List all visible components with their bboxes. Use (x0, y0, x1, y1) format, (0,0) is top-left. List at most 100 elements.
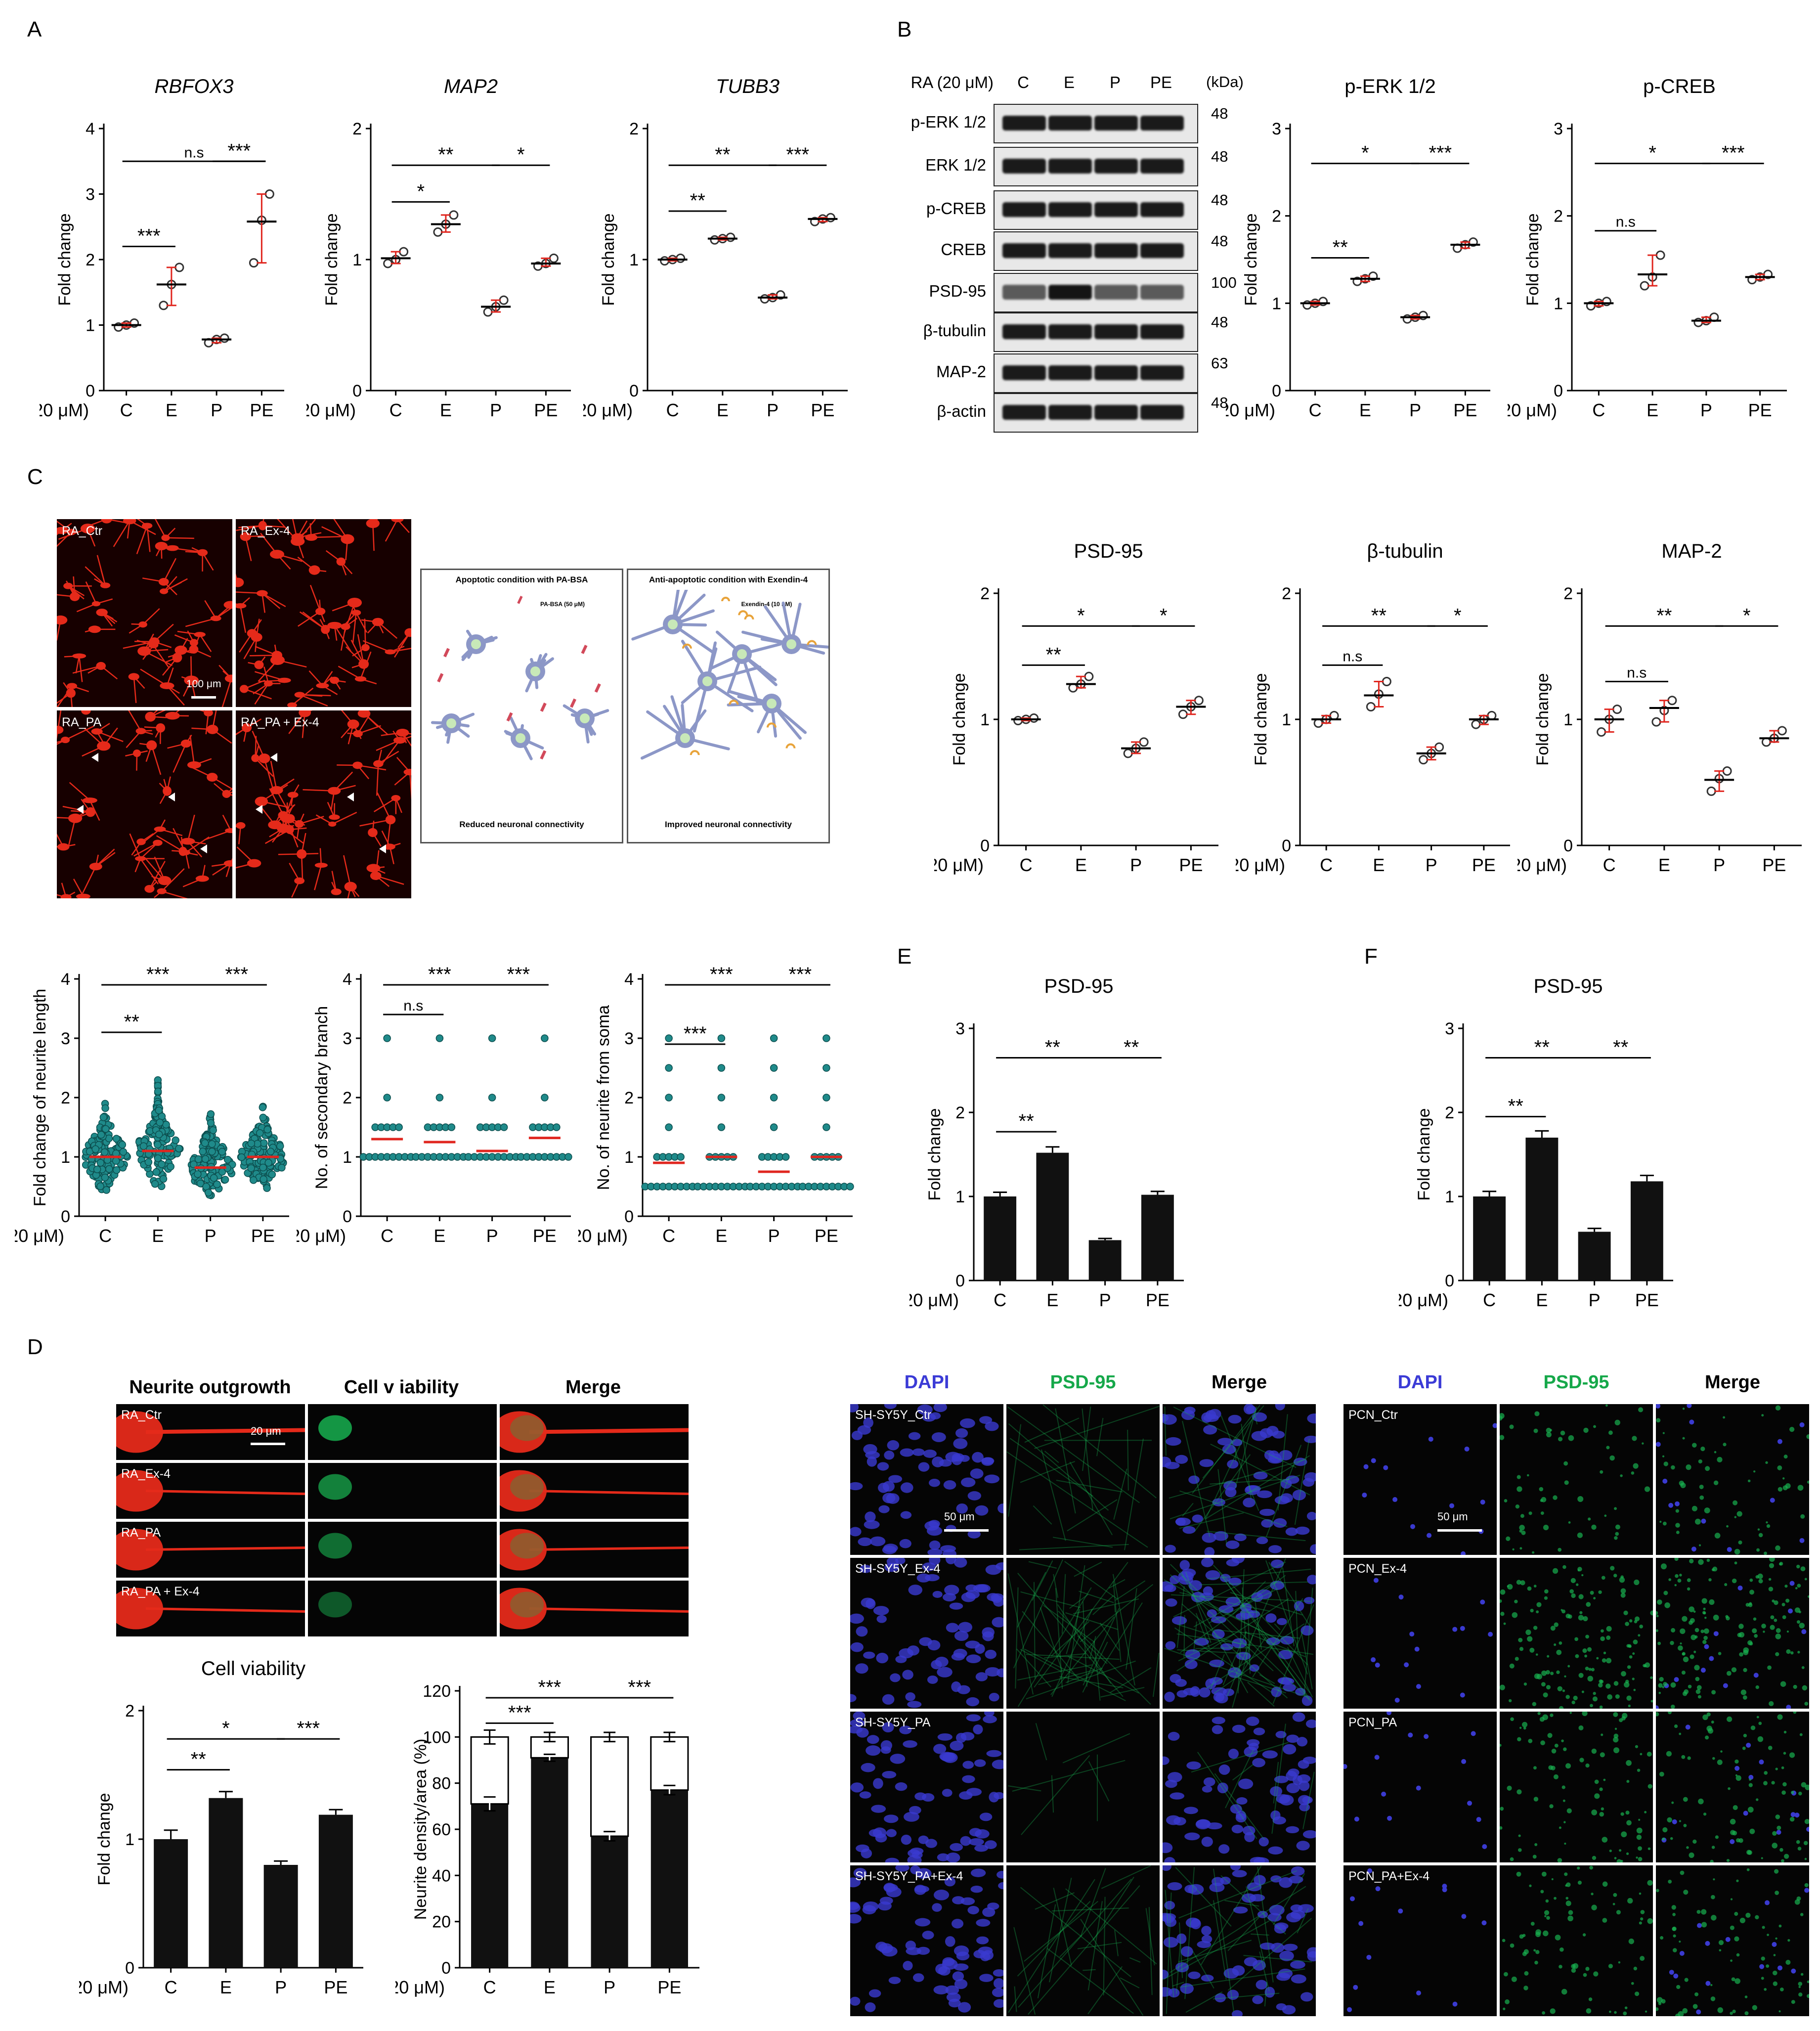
psd95-puncta (1730, 2011, 1733, 2015)
soma-glow (116, 1529, 163, 1571)
data-point (1084, 671, 1094, 681)
neurite (334, 680, 341, 690)
psd95-signal (1182, 1502, 1194, 1517)
nucleus-dapi (1163, 1413, 1169, 1422)
blot-band (1094, 159, 1138, 174)
blot-band (1048, 405, 1092, 420)
psd95-puncta (1650, 1676, 1653, 1679)
psd95-puncta (1783, 1752, 1786, 1755)
blot-band (1140, 116, 1184, 131)
psd95-signal (1169, 1458, 1306, 1499)
neurite (255, 646, 277, 656)
nucleus-dapi (1759, 1759, 1764, 1765)
psd95-puncta (1566, 1882, 1571, 1887)
psd95-puncta (1778, 1924, 1782, 1928)
psd95-puncta (1557, 1858, 1562, 1862)
neurite (193, 649, 212, 658)
psd95-signal (1032, 1560, 1053, 1601)
data-point (1722, 766, 1732, 776)
nucleus-dapi (1286, 1770, 1297, 1781)
nucleus-dapi (940, 1545, 956, 1552)
nucleus-dapi (973, 1724, 983, 1734)
psd95-puncta (1503, 2007, 1506, 2010)
psd95-puncta (1777, 1465, 1782, 1470)
nucleus-dapi (1251, 1592, 1263, 1602)
y-tick-label: 0 (343, 1207, 352, 1226)
neurite (168, 649, 194, 658)
psd95-signal (1089, 1635, 1096, 1660)
c-image-label: RA_Ex-4 (241, 524, 291, 538)
cell-body (158, 876, 172, 885)
psd95-puncta (1749, 1589, 1755, 1595)
psd95-puncta (1583, 1427, 1589, 1433)
nucleus-dapi (933, 1985, 949, 1994)
y-tick-label: 1 (624, 1148, 634, 1167)
psd95-puncta (1546, 1432, 1552, 1438)
nucleus-dapi (945, 1936, 955, 1947)
neurite (332, 602, 355, 612)
x-tick-label: P (767, 400, 779, 420)
micrograph-tile: SH-SY5Y_PA (850, 1712, 1003, 1862)
psd95-puncta (1776, 1628, 1781, 1633)
micrograph-label: PCN_Ex-4 (1348, 1562, 1407, 1576)
y-tick-label: 0 (980, 837, 990, 855)
nucleus-dapi (985, 1421, 999, 1431)
psd95-signal (1007, 1424, 1022, 1517)
nucleus-dapi (1186, 1761, 1201, 1770)
neurite (149, 861, 166, 889)
psd95-signal (1020, 1887, 1131, 1978)
psd95-puncta (1516, 1871, 1521, 1877)
d-header-neurite: Neurite outgrowth (129, 1377, 291, 1398)
psd95-puncta (1674, 1558, 1679, 1561)
soma-glow (116, 1588, 163, 1630)
psd95-puncta (1711, 1915, 1717, 1921)
data-point (823, 1123, 830, 1131)
neurite-process (145, 1428, 305, 1434)
nucleus-dapi (887, 1440, 900, 1451)
psd95-puncta (1587, 1647, 1592, 1652)
pa-bsa-marker (540, 750, 547, 760)
neurite (390, 646, 405, 653)
neurite (360, 678, 377, 685)
nucleus-dapi (1776, 1830, 1781, 1835)
psd95-puncta (1550, 1429, 1552, 1432)
data-point (488, 1034, 496, 1042)
neurite (226, 788, 232, 795)
psd95-puncta (1637, 1768, 1641, 1772)
y-tick-label: 0 (624, 1207, 634, 1226)
psd95-puncta (1544, 1589, 1549, 1594)
neurite (185, 852, 198, 856)
nucleus-dapi (960, 1836, 971, 1846)
psd95-puncta (1591, 1809, 1598, 1815)
nucleus-dapi (1163, 1865, 1172, 1871)
nucleus-dapi (1222, 1444, 1236, 1455)
data-point (1471, 719, 1481, 729)
data-point (447, 1123, 456, 1131)
nucleus-dapi (908, 1585, 923, 1595)
psd95-signal (1175, 1867, 1232, 1927)
psd95-signal (1164, 1579, 1283, 1643)
neurite (334, 625, 338, 641)
nucleus-dapi (1244, 1957, 1257, 1967)
nucleus-dapi (1199, 1687, 1211, 1698)
nucleus-dapi (1675, 1501, 1680, 1506)
psd95-puncta (1682, 1408, 1685, 1410)
x-tick-label: C (666, 400, 679, 420)
neurite (73, 576, 76, 597)
neurite (61, 523, 72, 531)
nucleus-dapi (1253, 1727, 1265, 1735)
nucleus-dapi (946, 1852, 960, 1862)
panel-letter-f: F (1364, 944, 1378, 969)
micrograph-tile (1006, 1404, 1160, 1555)
data-point (823, 1064, 830, 1072)
psd95-puncta (1634, 1579, 1640, 1586)
y-tick-label: 2 (1272, 207, 1281, 226)
psd95-signal (1012, 1760, 1126, 1792)
neurite (338, 665, 361, 680)
nucleus-dapi (1363, 1464, 1369, 1469)
psd95-puncta (1682, 2008, 1688, 2014)
nucleus-dapi (1343, 1764, 1347, 1769)
x-tick-label: E (1046, 1290, 1058, 1310)
nucleus-dapi (1414, 1646, 1420, 1652)
psd95-puncta (1620, 1588, 1626, 1594)
